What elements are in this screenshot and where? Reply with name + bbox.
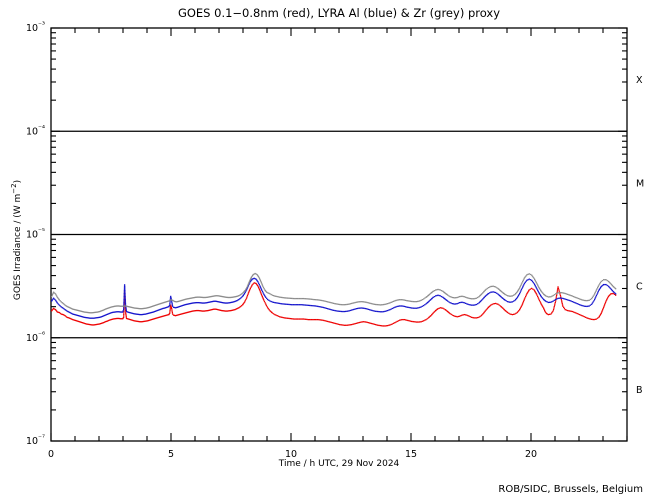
flare-class-labels: B C M X — [636, 75, 644, 396]
y-tick-label: 10⁻⁷ — [26, 433, 45, 447]
x-axis-tick-labels: 0 5 10 15 20 — [48, 449, 537, 460]
series-goes-0-1-0-8nm — [51, 282, 617, 327]
x-axis-ticks — [50, 28, 628, 441]
y-tick-label: 10⁻³ — [26, 20, 45, 34]
x-tick-label: 15 — [405, 449, 417, 460]
flare-class-label: M — [636, 178, 644, 189]
x-tick-label: 0 — [48, 449, 54, 460]
y-tick-label: 10⁻⁶ — [26, 330, 45, 344]
flare-class-label: X — [636, 75, 643, 86]
x-tick-label: 5 — [168, 449, 174, 460]
y-axis-ticks — [51, 27, 627, 442]
flare-class-label: B — [636, 385, 643, 396]
y-tick-label: 10⁻⁴ — [26, 123, 45, 137]
page-title: GOES 0.1−0.8nm (red), LYRA Al (blue) & Z… — [178, 6, 500, 20]
flare-class-lines — [51, 130, 627, 339]
x-tick-label: 10 — [285, 449, 297, 460]
flare-class-label: C — [636, 282, 643, 293]
y-tick-label: 10⁻⁵ — [26, 227, 45, 241]
series-zr-proxy — [51, 272, 617, 314]
y-axis-label: GOES Irradiance / (W m−2) — [10, 180, 23, 300]
data-series-layer — [51, 272, 617, 327]
y-axis-tick-labels: 10⁻⁷ 10⁻⁶ 10⁻⁵ 10⁻⁴ 10⁻³ — [26, 20, 45, 447]
x-axis-label: Time / h UTC, 29 Nov 2024 — [278, 459, 400, 469]
credit-text: ROB/SIDC, Brussels, Belgium — [498, 484, 643, 495]
x-tick-label: 20 — [525, 449, 537, 460]
series-lyra-al — [51, 277, 617, 319]
